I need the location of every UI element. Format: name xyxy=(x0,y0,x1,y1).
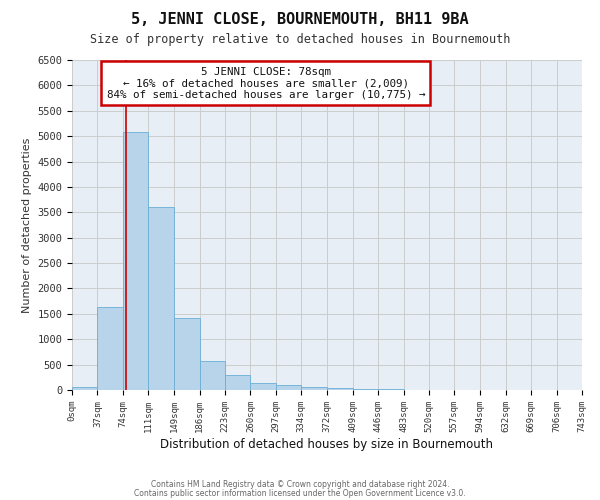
Bar xyxy=(225,375,250,390)
Bar xyxy=(200,360,225,390)
Text: 5, JENNI CLOSE, BOURNEMOUTH, BH11 9BA: 5, JENNI CLOSE, BOURNEMOUTH, BH11 9BA xyxy=(131,12,469,28)
Text: 5 JENNI CLOSE: 78sqm
← 16% of detached houses are smaller (2,009)
84% of semi-de: 5 JENNI CLOSE: 78sqm ← 16% of detached h… xyxy=(107,66,425,100)
Bar xyxy=(353,389,378,390)
Bar xyxy=(72,388,97,390)
Bar xyxy=(97,307,123,390)
Bar xyxy=(276,386,301,390)
X-axis label: Distribution of detached houses by size in Bournemouth: Distribution of detached houses by size … xyxy=(161,438,493,450)
Bar xyxy=(328,388,353,390)
Text: Contains HM Land Registry data © Crown copyright and database right 2024.: Contains HM Land Registry data © Crown c… xyxy=(151,480,449,489)
Bar xyxy=(174,318,200,390)
Text: Contains public sector information licensed under the Open Government Licence v3: Contains public sector information licen… xyxy=(134,488,466,498)
Bar xyxy=(148,207,174,390)
Text: Size of property relative to detached houses in Bournemouth: Size of property relative to detached ho… xyxy=(90,32,510,46)
Y-axis label: Number of detached properties: Number of detached properties xyxy=(22,138,32,312)
Bar xyxy=(301,388,328,390)
Bar xyxy=(250,383,276,390)
Bar xyxy=(123,132,148,390)
